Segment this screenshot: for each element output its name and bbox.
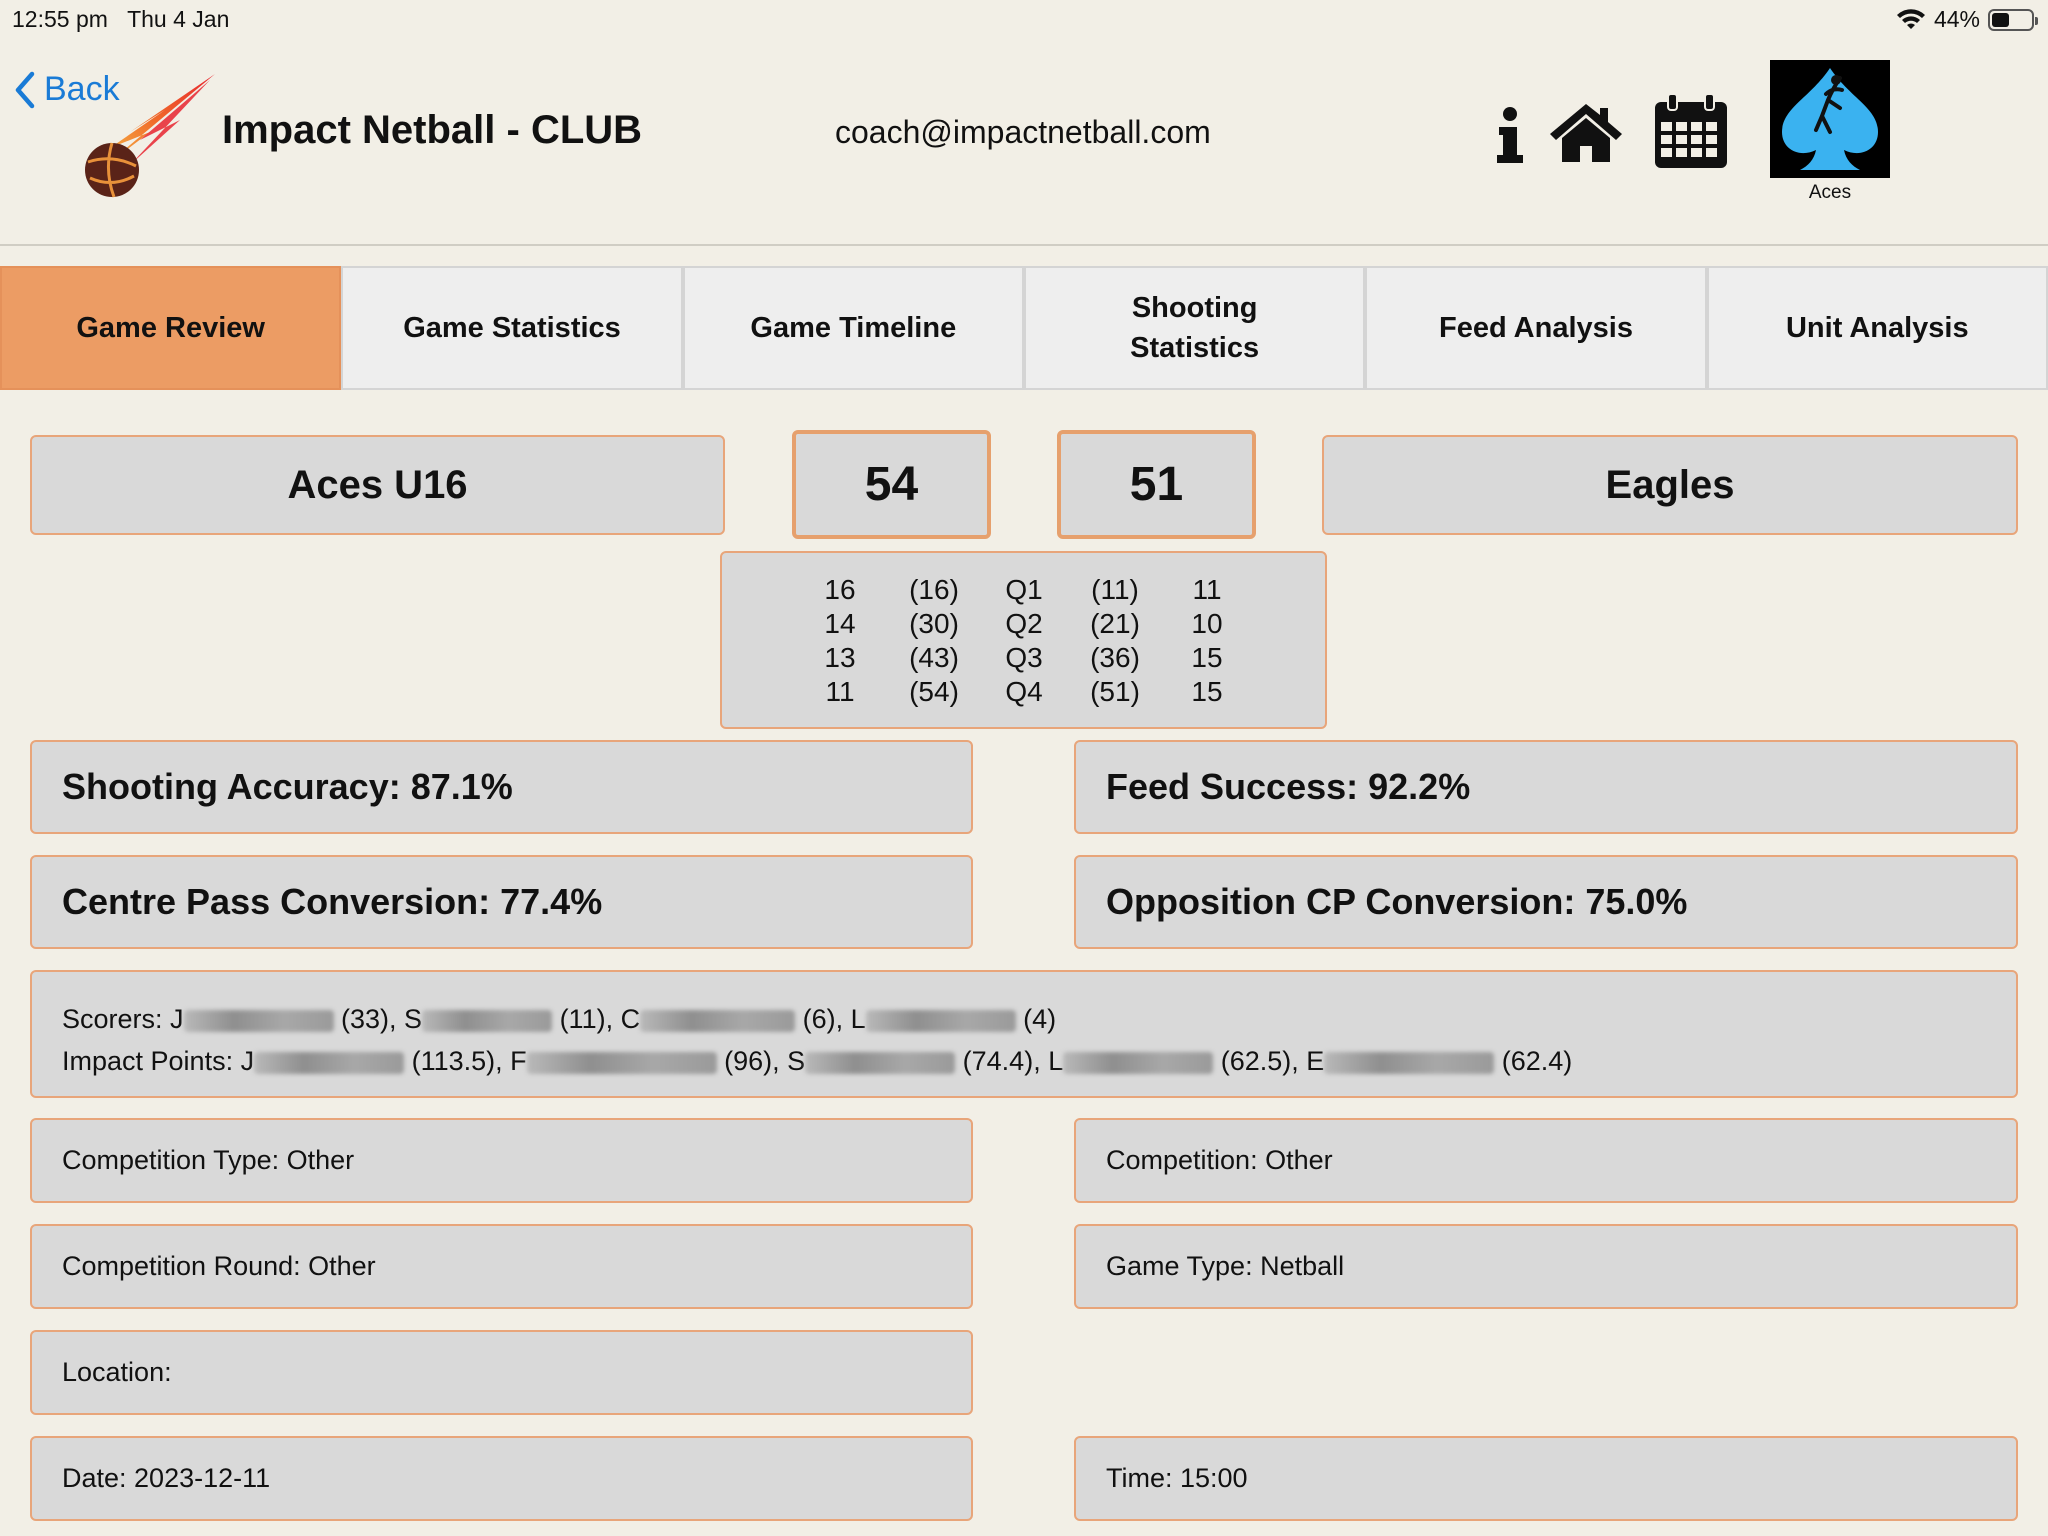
chevron-left-icon: [15, 71, 35, 108]
status-date: Thu 4 Jan: [127, 6, 230, 32]
scorers-text: (6), L: [795, 1004, 866, 1034]
away-cum-q3: (36): [1090, 642, 1140, 673]
away-q2: 10: [1191, 608, 1223, 639]
game-type-field: Game Type: Netball: [1074, 1224, 2018, 1309]
status-time: 12:55 pm: [12, 6, 108, 32]
away-q4: 15: [1191, 676, 1223, 707]
home-team-name: Aces U16: [30, 435, 725, 535]
club-title: Impact Netball - CLUB: [222, 108, 643, 152]
centre-pass-conversion-stat: Centre Pass Conversion: 77.4%: [30, 855, 973, 949]
away-q1: 11: [1192, 574, 1222, 605]
home-q1: 16: [824, 574, 856, 605]
redacted-name: [422, 1009, 553, 1032]
tab-bar: Game Review Game Statistics Game Timelin…: [0, 266, 2048, 390]
calendar-icon[interactable]: [1652, 92, 1730, 172]
quarter-label: Q4: [1005, 676, 1043, 707]
tab-label: Game Timeline: [750, 312, 957, 344]
battery-level: [1992, 12, 2009, 27]
tab-label: Feed Analysis: [1439, 312, 1633, 344]
tab-label: Game Review: [76, 312, 265, 344]
tab-label-line1: Shooting: [1131, 292, 1258, 324]
scorers-text: (33), S: [333, 1004, 423, 1034]
tab-feed-analysis[interactable]: Feed Analysis: [1365, 266, 1707, 390]
scorers-line: Scorers: J (33), S (11), C (6), L (4): [62, 998, 1986, 1040]
status-bar-time: 12:55 pm Thu 4 Jan: [12, 6, 229, 33]
home-cum-q3: (43): [909, 642, 959, 673]
scorers-text: Scorers: J: [62, 1004, 184, 1034]
impact-text: (113.5), F: [404, 1046, 527, 1076]
competition-round-field: Competition Round: Other: [30, 1224, 973, 1309]
club-logo-icon: [85, 74, 215, 198]
away-team-name: Eagles: [1322, 435, 2018, 535]
home-cum-q1: (16): [909, 574, 959, 605]
scorers-text: (11), C: [552, 1004, 641, 1034]
tab-game-statistics[interactable]: Game Statistics: [341, 266, 683, 390]
team-badge[interactable]: [1770, 60, 1890, 178]
quarter-label: Q3: [1005, 642, 1043, 673]
tab-game-review[interactable]: Game Review: [0, 266, 342, 390]
status-bar-right: 44%: [1896, 6, 2038, 33]
home-icon[interactable]: [1548, 100, 1624, 164]
redacted-name: [640, 1009, 796, 1032]
home-score: 54: [792, 430, 991, 539]
date-field: Date: 2023-12-11: [30, 1436, 973, 1521]
home-q3: 13: [824, 642, 856, 673]
spade-icon: [1782, 68, 1878, 170]
shooting-accuracy-stat: Shooting Accuracy: 87.1%: [30, 740, 973, 834]
impact-points-line: Impact Points: J (113.5), F (96), S (74.…: [62, 1040, 1986, 1082]
scorers-text: (4): [1015, 1004, 1057, 1034]
time-field: Time: 15:00: [1074, 1436, 2018, 1521]
back-button[interactable]: Back: [14, 70, 120, 109]
wifi-icon: [1896, 8, 1925, 29]
impact-text: Impact Points: J: [62, 1046, 255, 1076]
redacted-name: [865, 1009, 1016, 1032]
home-quarter-scores: 16 14 13 11: [800, 573, 880, 709]
impact-text: (62.5), E: [1213, 1046, 1325, 1076]
away-score: 51: [1057, 430, 1256, 539]
away-quarter-scores: 11 10 15 15: [1167, 573, 1247, 709]
battery-icon: [1988, 8, 2038, 31]
redacted-name: [526, 1051, 717, 1074]
back-label: Back: [44, 70, 120, 108]
team-badge-label: Aces: [1808, 182, 1852, 203]
info-icon[interactable]: [1490, 105, 1530, 165]
competition-type-field: Competition Type: Other: [30, 1118, 973, 1203]
tab-game-timeline[interactable]: Game Timeline: [682, 266, 1024, 390]
home-q4: 11: [825, 676, 855, 707]
location-field: Location:: [30, 1330, 973, 1415]
quarter-label: Q2: [1005, 608, 1043, 639]
redacted-name: [254, 1051, 405, 1074]
feed-success-stat: Feed Success: 92.2%: [1074, 740, 2018, 834]
impact-text: (96), S: [716, 1046, 806, 1076]
home-cumulative-scores: (16) (30) (43) (54): [894, 573, 974, 709]
quarter-labels: Q1 Q2 Q3 Q4: [984, 573, 1064, 709]
away-cum-q1: (11): [1091, 574, 1139, 605]
tab-label-line2: Statistics: [1130, 332, 1260, 364]
away-q3: 15: [1191, 642, 1223, 673]
redacted-name: [805, 1051, 956, 1074]
tab-unit-analysis[interactable]: Unit Analysis: [1706, 266, 2048, 390]
home-q2: 14: [824, 608, 856, 639]
home-cum-q2: (30): [909, 608, 959, 639]
scorers-panel: Scorers: J (33), S (11), C (6), L (4) Im…: [30, 970, 2018, 1098]
opposition-cp-conversion-stat: Opposition CP Conversion: 75.0%: [1074, 855, 2018, 949]
battery-percent: 44%: [1933, 6, 1980, 32]
header-divider: [0, 244, 2048, 246]
away-cum-q2: (21): [1090, 608, 1140, 639]
user-email: coach@impactnetball.com: [835, 114, 1211, 150]
impact-text: (62.4): [1494, 1046, 1573, 1076]
redacted-name: [1324, 1051, 1495, 1074]
tab-label: Game Statistics: [403, 312, 621, 344]
quarter-breakdown: 16 14 13 11 (16) (30) (43) (54) Q1 Q2 Q3…: [720, 551, 1327, 729]
redacted-name: [183, 1009, 334, 1032]
away-cum-q4: (51): [1090, 676, 1140, 707]
away-cumulative-scores: (11) (21) (36) (51): [1075, 573, 1155, 709]
competition-field: Competition: Other: [1074, 1118, 2018, 1203]
redacted-name: [1063, 1051, 1214, 1074]
quarter-label: Q1: [1005, 574, 1043, 605]
impact-text: (74.4), L: [955, 1046, 1064, 1076]
home-cum-q4: (54): [909, 676, 959, 707]
tab-label: Unit Analysis: [1785, 312, 1969, 344]
tab-shooting-statistics[interactable]: Shooting Statistics: [1023, 266, 1366, 390]
